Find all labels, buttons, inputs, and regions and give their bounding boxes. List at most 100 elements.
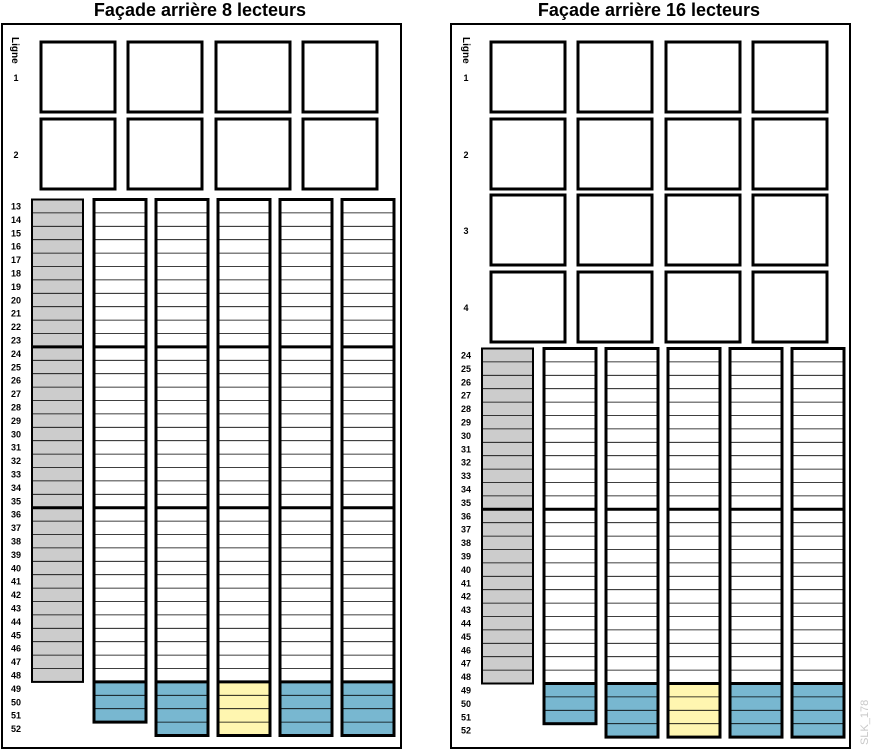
panel-frame [1,23,402,749]
row-label: 33 [11,470,21,480]
row-label: 50 [461,699,471,709]
row-label: 31 [461,444,471,454]
row-label: 48 [11,671,21,681]
row-label: 22 [11,322,21,332]
slot-columns [31,198,396,737]
drive-bays [39,40,379,191]
row-label: 20 [11,295,21,305]
row-label: 38 [461,538,471,548]
row-header: Ligne [9,37,20,64]
row-label: 18 [11,269,21,279]
drive-bay [664,193,742,267]
row-label: 46 [11,644,21,654]
row-label: 43 [461,605,471,615]
row-label: 27 [461,391,471,401]
drive-bay [214,40,292,114]
row-label: 42 [461,592,471,602]
row-label: 30 [461,431,471,441]
row-label: 2 [463,150,468,160]
row-label: 19 [11,282,21,292]
row-label: 29 [11,416,21,426]
row-label: 51 [461,712,471,722]
slot-region [544,683,596,724]
row-label: 24 [461,351,471,361]
drive-bay [576,40,654,114]
row-label: 50 [11,697,21,707]
row-label: 1 [13,73,18,83]
drive-bay [489,270,567,344]
row-label: 3 [463,226,468,236]
drive-bay [126,40,204,114]
slot-region [668,348,720,684]
drive-bay [489,193,567,267]
row-label: 40 [11,563,21,573]
row-label: 32 [461,458,471,468]
row-label: 44 [461,619,471,629]
slot-region [94,681,146,723]
row-label: 4 [463,303,468,313]
row-label: 44 [11,617,21,627]
slot-column [92,198,148,724]
drive-bay [39,117,117,191]
slot-column [154,198,210,737]
row-label: 25 [461,364,471,374]
row-label: 30 [11,429,21,439]
row-label: 37 [461,525,471,535]
drive-bay [751,270,829,344]
drive-bay [39,40,117,114]
slot-region [544,348,596,684]
slot-region [730,348,782,684]
row-label: 26 [11,376,21,386]
row-label: 43 [11,604,21,614]
slot-column [340,198,396,737]
drive-bay [576,117,654,191]
slot-column [216,198,272,737]
row-header: Ligne [460,37,471,64]
row-label: 25 [11,362,21,372]
row-label: 48 [461,672,471,682]
row-label: 21 [11,309,21,319]
drive-bay [664,270,742,344]
row-label: 36 [461,511,471,521]
row-label: 32 [11,456,21,466]
slot-column [542,347,598,726]
row-label: 33 [461,471,471,481]
drive-bay [751,193,829,267]
drive-bay [301,117,379,191]
drive-bay [126,117,204,191]
watermark: SLK_178 [859,700,871,745]
slot-column [790,347,846,739]
row-label: 23 [11,336,21,346]
slot-column [604,347,660,739]
slot-region [792,348,844,684]
row-label: 1 [463,73,468,83]
drive-bay [576,270,654,344]
row-label: 42 [11,590,21,600]
row-label: 13 [11,202,21,212]
drive-bay [664,40,742,114]
row-labels: 1234242526272829303132333435363738394041… [461,73,471,736]
drive-bay [489,117,567,191]
row-label: 46 [461,645,471,655]
drive-bay [751,117,829,191]
row-label: 40 [461,565,471,575]
panel-frame [450,23,851,749]
slot-columns [481,347,846,739]
drive-bay [489,40,567,114]
row-label: 38 [11,537,21,547]
reserved-column [481,347,534,685]
row-label: 52 [461,726,471,736]
drive-bay [664,117,742,191]
row-label: 39 [11,550,21,560]
panel-8-drives: Façade arrière 8 lecteurs Ligne 12131415… [1,0,402,749]
slot-column [728,347,784,739]
row-label: 45 [461,632,471,642]
row-label: 35 [461,498,471,508]
row-label: 17 [11,255,21,265]
row-label: 41 [461,578,471,588]
row-label: 49 [11,684,21,694]
row-label: 29 [461,418,471,428]
row-label: 51 [11,711,21,721]
row-label: 15 [11,228,21,238]
